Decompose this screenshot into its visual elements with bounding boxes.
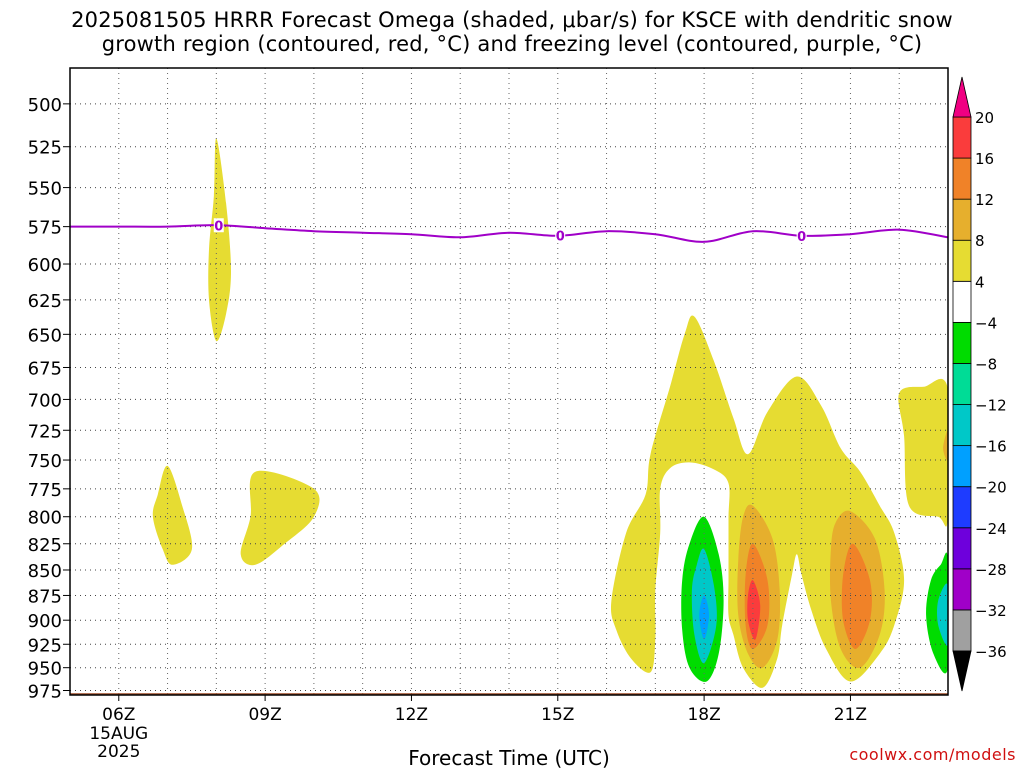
y-tick-label-925: 925 [28,635,62,656]
x-tick-label-15Z: 15Z [541,705,574,725]
y-tick-label-675: 675 [28,358,62,379]
y-tick-label-875: 875 [28,586,62,607]
y-tick-label-825: 825 [28,535,62,556]
x-tick-label-12Z: 12Z [395,705,428,725]
omega-region-yellow-right [898,378,948,527]
y-tick-label-600: 600 [28,255,62,276]
colorbar-bottom-triangle [952,650,972,692]
colorbar-segment-16 [952,116,972,159]
x-tick-label-18Z: 18Z [687,705,720,725]
y-tick-label-775: 775 [28,480,62,501]
x-tick-year-label: 2025 [97,742,140,762]
colorbar-segment--16 [952,404,972,447]
y-tick-label-950: 950 [28,659,62,680]
freezing-level-label-2: 0 [797,230,806,245]
x-tick-label-21Z: 21Z [834,705,867,725]
colorbar-label--20: −20 [975,479,1007,497]
y-tick-label-725: 725 [28,421,62,442]
omega-region-orange-edge [943,430,948,461]
colorbar-segment--24 [952,486,972,529]
omega-region-yellow-800-6z [152,465,193,565]
omega-region-yellow-575-8z [208,138,231,342]
colorbar-segment-8 [952,198,972,241]
plot-area [152,138,948,688]
omega-region-orange2-21z [841,543,872,649]
colorbar-label--4: −4 [975,314,997,332]
y-tick-label-800: 800 [28,508,62,529]
y-tick-label-525: 525 [28,138,62,159]
y-tick-label-625: 625 [28,291,62,312]
colorbar-segment--28 [952,527,972,570]
y-tick-label-550: 550 [28,179,62,200]
colorbar-label-4: 4 [975,273,985,291]
colorbar-segment--8 [952,321,972,364]
colorbar-segment--12 [952,363,972,405]
freezing-level-line [69,224,949,243]
y-tick-label-700: 700 [28,390,62,411]
credit-link[interactable]: coolwx.com/models [849,745,1016,764]
freezing-label-bg-0 [213,218,224,233]
colorbar-label-20: 20 [975,109,994,127]
colorbar-segment--20 [952,445,972,488]
freezing-level-label-0: 0 [214,219,223,234]
surface-band [70,693,948,695]
x-axis-label: Forecast Time (UTC) [408,746,610,768]
colorbar-label--8: −8 [975,355,997,373]
colorbar-label-12: 12 [975,191,994,209]
omega-region-teal-right [937,583,948,646]
y-tick-label-650: 650 [28,325,62,346]
colorbar-label--32: −32 [975,602,1007,620]
plot-frame [69,67,949,696]
omega-region-yellow-800-9z [240,470,320,566]
omega-region-blue-18z [699,595,709,640]
x-tick-date-label: 15AUG [89,724,148,744]
colorbar-segment-4 [952,239,972,282]
y-tick-label-900: 900 [28,611,62,632]
y-tick-label-575: 575 [28,218,62,239]
x-tick-label-09Z: 09Z [248,705,281,725]
colorbar-label--24: −24 [975,520,1007,538]
chart-title-line2: growth region (contoured, red, °C) and f… [101,32,923,56]
colorbar-label--16: −16 [975,438,1007,456]
chart-title-line1: 2025081505 HRRR Forecast Omega (shaded, … [71,8,953,32]
freezing-label-bg-1 [555,228,566,243]
colorbar-label--12: −12 [975,397,1007,415]
y-tick-label-975: 975 [28,682,62,703]
y-tick-label-500: 500 [28,95,62,116]
colorbar-label--28: −28 [975,561,1007,579]
colorbar-top-triangle [952,76,972,118]
colorbar-label-8: 8 [975,232,985,250]
colorbar-segment-12 [952,157,972,200]
colorbar-segment--4 [952,280,972,323]
y-tick-label-850: 850 [28,561,62,582]
colorbar-label--36: −36 [975,643,1007,661]
x-tick-label-06Z: 06Z [102,705,135,725]
y-tick-label-750: 750 [28,451,62,472]
colorbar-label-16: 16 [975,150,994,168]
freezing-label-bg-2 [796,228,807,243]
freezing-level-label-1: 0 [556,230,565,245]
colorbar-segment--32 [952,568,972,611]
colorbar-segment--36 [952,609,972,652]
